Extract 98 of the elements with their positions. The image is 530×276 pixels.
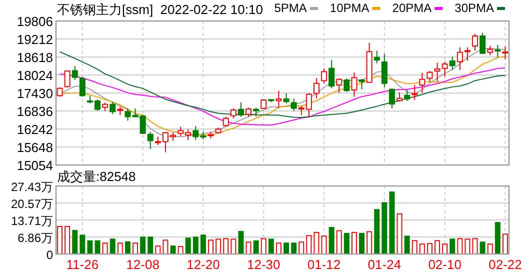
bar — [412, 240, 418, 254]
bar — [442, 244, 448, 254]
bar — [117, 242, 123, 254]
bar — [185, 238, 191, 254]
bar — [404, 236, 410, 254]
bar — [64, 226, 70, 254]
bar — [140, 236, 146, 254]
candlestick — [456, 46, 463, 70]
x-tick-label: 12-20 — [186, 257, 220, 272]
bar — [457, 238, 463, 254]
bar — [487, 244, 493, 254]
line-series — [59, 67, 506, 126]
bar — [328, 226, 334, 254]
bar — [494, 222, 500, 254]
bar — [382, 202, 388, 254]
bar — [291, 242, 297, 254]
x-tick-label: 11-26 — [66, 257, 99, 272]
bar — [238, 230, 244, 254]
y-tick-label: 6.86万 — [18, 230, 53, 245]
bar — [200, 234, 206, 254]
x-tick-label: 12-30 — [247, 257, 280, 272]
bar — [94, 240, 100, 254]
bar — [464, 238, 470, 254]
bar — [284, 242, 290, 254]
y-tick-label: 19212 — [16, 32, 53, 47]
legend-label: 5PMA — [274, 1, 307, 15]
bar — [419, 244, 425, 254]
y-tick-label: 27.43万 — [10, 180, 53, 194]
candlestick — [374, 50, 380, 64]
candlestick — [449, 56, 456, 70]
bar — [268, 238, 274, 254]
bar — [102, 242, 108, 254]
bar — [72, 230, 78, 254]
bar — [246, 242, 252, 254]
x-tick-label: 01-24 — [368, 257, 402, 272]
bar — [344, 232, 350, 254]
y-tick-label: 17430 — [16, 86, 53, 101]
bar — [253, 240, 259, 254]
line-series — [59, 51, 506, 118]
legend-label: 30PMA — [454, 1, 494, 15]
bar — [389, 192, 395, 254]
bar — [162, 240, 168, 254]
x-tick-label: 02-22 — [488, 257, 522, 272]
bar — [192, 236, 198, 254]
candlestick — [313, 78, 320, 99]
bar — [502, 234, 508, 254]
y-tick-label: 15648 — [16, 140, 53, 155]
chart-title: 不锈钢主力[ssm] 2022-02-22 10:10 — [57, 2, 263, 17]
x-tick-label: 02-10 — [428, 257, 462, 272]
bar — [148, 236, 154, 254]
bar — [178, 246, 184, 254]
candlestick — [494, 44, 501, 58]
bar — [351, 232, 357, 254]
y-tick-label: 16836 — [16, 104, 53, 119]
candlestick — [276, 90, 282, 109]
bar — [170, 246, 176, 254]
y-tick-label: 16242 — [16, 122, 53, 137]
bar — [276, 242, 282, 254]
bar — [208, 240, 214, 254]
y-tick-label: 18024 — [16, 68, 53, 83]
bar — [336, 230, 342, 254]
y-tick-label: 20.57万 — [10, 197, 53, 212]
y-tick-label: 18618 — [16, 50, 53, 65]
bar — [155, 246, 161, 254]
y-tick-label: 15054 — [16, 158, 53, 173]
bar — [366, 231, 372, 254]
bar — [374, 209, 380, 254]
bar — [359, 232, 365, 254]
bar — [450, 238, 456, 254]
bar — [132, 242, 138, 254]
y-tick-label: 19806 — [16, 14, 53, 29]
bar — [87, 240, 93, 254]
bar — [57, 226, 63, 254]
bar — [216, 238, 222, 254]
bar — [306, 235, 312, 254]
legend-label: 10PMA — [330, 1, 370, 15]
bar — [434, 240, 440, 254]
bar — [260, 238, 266, 254]
chart-title: 成交量:82548 — [57, 169, 136, 184]
bar — [314, 232, 320, 254]
y-tick-label: 13.71万 — [10, 214, 53, 228]
x-tick-label: 01-12 — [307, 257, 341, 272]
bar — [230, 238, 236, 254]
bar — [298, 242, 304, 254]
bar — [80, 234, 86, 254]
bar — [110, 238, 116, 254]
candlestick — [419, 72, 426, 94]
bar — [472, 238, 478, 254]
bar — [124, 241, 130, 254]
bar — [426, 243, 432, 254]
y-tick-label: 0 — [46, 248, 54, 262]
bar — [480, 242, 486, 254]
bar — [223, 238, 229, 254]
x-tick-label: 12-08 — [126, 257, 160, 272]
bar — [321, 236, 327, 254]
legend-label: 20PMA — [392, 1, 432, 15]
bar — [396, 213, 402, 254]
candlestick — [412, 84, 418, 100]
